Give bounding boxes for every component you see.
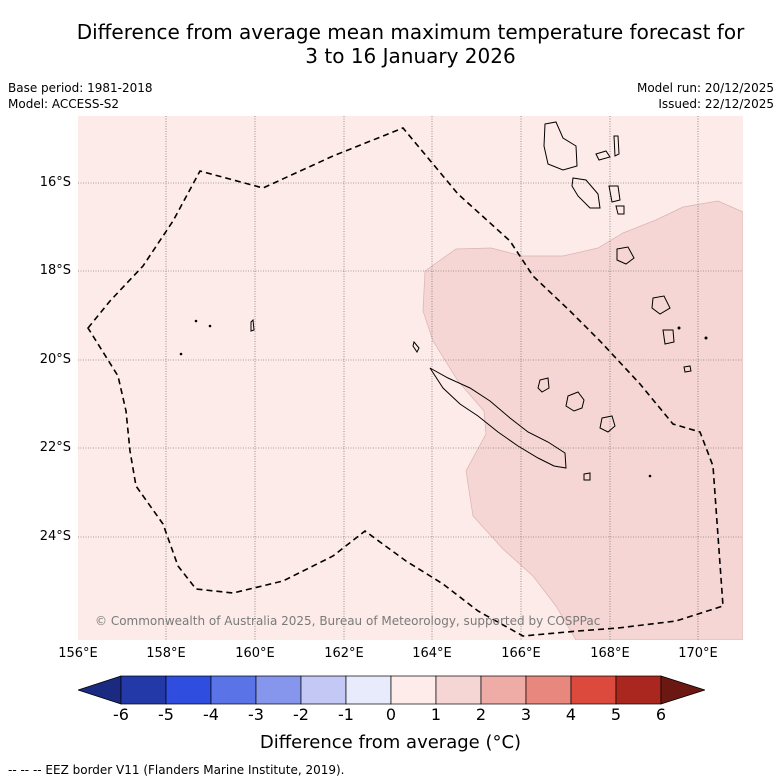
- colorbar-segment: [120, 675, 167, 705]
- colorbar-segment: [390, 675, 437, 705]
- island-maewo: [613, 135, 620, 157]
- lat-label-16s: 16°S: [39, 175, 71, 190]
- title-line-1: Difference from average mean maximum tem…: [76, 20, 745, 44]
- model-name: Model: ACCESS-S2: [8, 97, 120, 111]
- eez-border: [87, 127, 724, 637]
- chart-title: Difference from average mean maximum tem…: [0, 20, 781, 68]
- lon-label-166e: 166°E: [501, 646, 541, 661]
- lat-label-20s: 20°S: [39, 352, 71, 367]
- issued-date: Issued: 22/12/2025: [658, 97, 774, 111]
- colorbar-tick: 4: [565, 705, 577, 724]
- map-svg: [78, 116, 743, 640]
- colorbar-segment: [165, 675, 212, 705]
- colorbar-segment: [255, 675, 302, 705]
- lat-label-24s: 24°S: [39, 529, 71, 544]
- colorbar-label: Difference from average (°C): [259, 732, 522, 753]
- island-efate: [616, 246, 635, 265]
- island-epi: [615, 205, 625, 215]
- colorbar-segment: [435, 675, 482, 705]
- island-tanna: [662, 329, 675, 345]
- island-new-caledonia: [429, 367, 567, 469]
- island-malakula: [571, 177, 601, 209]
- colorbar-segment: [570, 675, 617, 705]
- colorbar-extend-high: [660, 675, 705, 705]
- anomaly-region-1-2: [422, 200, 743, 640]
- reef-dot-5: [704, 336, 708, 340]
- island-erromango: [651, 295, 671, 315]
- colorbar-tick: -4: [203, 705, 219, 724]
- island-espiritu-santo: [543, 121, 578, 171]
- island-pentecost: [608, 185, 621, 203]
- colorbar-tick: 2: [475, 705, 487, 724]
- colorbar-segment: [345, 675, 392, 705]
- colorbar-tick: 1: [430, 705, 442, 724]
- colorbar-tick: -3: [248, 705, 264, 724]
- base-period: Base period: 1981-2018: [8, 81, 153, 95]
- island-ouvea: [537, 377, 550, 393]
- colorbar-segment: [615, 675, 662, 705]
- island-pines: [583, 472, 591, 481]
- colorbar-segment: [300, 675, 347, 705]
- title-line-2: 3 to 16 January 2026: [305, 44, 516, 68]
- colorbar-tick: 6: [655, 705, 667, 724]
- colorbar: [78, 675, 705, 705]
- lon-label-156e: 156°E: [58, 646, 98, 661]
- map-area: [78, 116, 743, 640]
- colorbar-tick: 3: [520, 705, 532, 724]
- graticule: [78, 116, 743, 640]
- colorbar-segment: [525, 675, 572, 705]
- lon-label-162e: 162°E: [324, 646, 364, 661]
- colorbar-tick: -2: [293, 705, 309, 724]
- eez-legend-footer: -- -- -- EEZ border V11 (Flanders Marine…: [8, 763, 345, 777]
- lon-label-168e: 168°E: [590, 646, 630, 661]
- colorbar-tick: -5: [158, 705, 174, 724]
- meta-left: Base period: 1981-2018 Model: ACCESS-S2: [8, 80, 153, 112]
- reef-dot-1: [194, 319, 198, 323]
- island-mare: [599, 415, 616, 433]
- reef-dot-6: [648, 474, 652, 478]
- colorbar-tick: -1: [338, 705, 354, 724]
- colorbar-tick: -6: [113, 705, 129, 724]
- colorbar-tick: 5: [610, 705, 622, 724]
- lon-label-160e: 160°E: [235, 646, 275, 661]
- reef-dot-2: [208, 324, 212, 328]
- coastlines: [179, 121, 708, 481]
- reef-dot-3: [179, 352, 183, 356]
- island-belep: [412, 340, 420, 353]
- lat-label-18s: 18°S: [39, 263, 71, 278]
- island-aneityum: [683, 365, 692, 373]
- lon-label-170e: 170°E: [678, 646, 718, 661]
- island-lifou: [565, 391, 585, 412]
- island-chesterfield: [250, 318, 255, 332]
- colorbar-segment: [210, 675, 257, 705]
- meta-right: Model run: 20/12/2025 Issued: 22/12/2025: [637, 80, 774, 112]
- model-run: Model run: 20/12/2025: [636, 81, 774, 95]
- colorbar-extend-low: [78, 675, 122, 705]
- copyright-notice: © Commonwealth of Australia 2025, Bureau…: [95, 614, 601, 628]
- reef-dot-4: [677, 326, 681, 330]
- lon-label-158e: 158°E: [146, 646, 186, 661]
- lat-label-22s: 22°S: [39, 440, 71, 455]
- colorbar-segment: [480, 675, 527, 705]
- island-ambae: [595, 150, 611, 161]
- lon-label-164e: 164°E: [412, 646, 452, 661]
- colorbar-tick: 0: [385, 705, 397, 724]
